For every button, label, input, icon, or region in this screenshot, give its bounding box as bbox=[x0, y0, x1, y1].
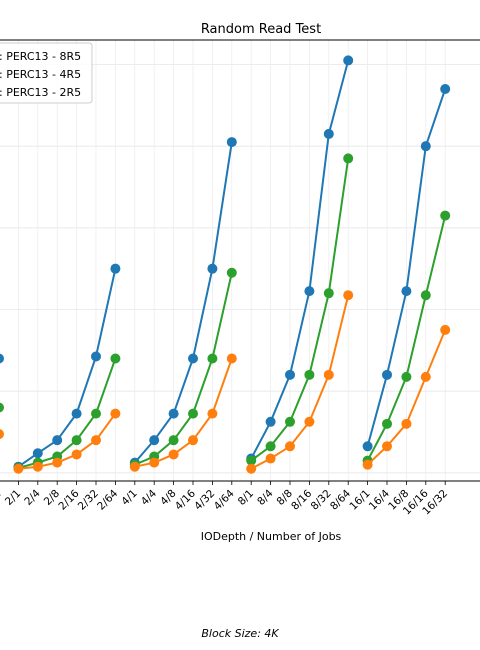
data-point bbox=[168, 449, 179, 460]
legend-label: : PERC13 - 8R5 bbox=[0, 50, 81, 63]
data-point bbox=[343, 55, 354, 66]
data-point bbox=[285, 441, 295, 452]
data-point bbox=[110, 353, 121, 364]
data-point bbox=[0, 429, 4, 439]
data-point bbox=[382, 369, 392, 380]
data-point bbox=[32, 461, 43, 472]
data-point bbox=[91, 351, 101, 362]
data-point bbox=[420, 371, 431, 382]
data-point bbox=[246, 463, 257, 474]
caption: Block Size: 4K bbox=[201, 627, 279, 640]
legend: : PERC13 - 8R5 : PERC13 - 4R5 : PERC13 - 2… bbox=[0, 42, 93, 104]
data-point bbox=[401, 286, 412, 297]
data-point bbox=[207, 353, 218, 364]
data-point bbox=[226, 353, 237, 364]
data-point bbox=[265, 453, 276, 464]
grid bbox=[0, 39, 480, 482]
data-point bbox=[52, 457, 63, 468]
data-point bbox=[323, 128, 334, 139]
data-point bbox=[440, 324, 451, 335]
data-point bbox=[91, 408, 101, 419]
data-point bbox=[71, 449, 82, 460]
data-point bbox=[168, 408, 179, 419]
x-axis-label: IODepth / Number of Jobs bbox=[201, 530, 342, 543]
legend-box bbox=[0, 42, 93, 104]
data-point bbox=[304, 369, 315, 380]
series-line bbox=[250, 60, 350, 460]
data-point bbox=[440, 84, 451, 94]
data-point bbox=[13, 463, 24, 474]
data-point bbox=[71, 435, 82, 446]
data-point bbox=[285, 416, 295, 427]
data-point bbox=[304, 416, 315, 427]
data-point bbox=[168, 435, 179, 446]
data-point bbox=[188, 353, 198, 364]
data-point bbox=[149, 435, 160, 446]
data-point bbox=[304, 286, 315, 297]
data-point bbox=[226, 137, 237, 148]
data-point bbox=[32, 448, 43, 459]
data-point bbox=[110, 408, 121, 419]
data-point bbox=[188, 435, 198, 446]
data-point bbox=[382, 418, 392, 429]
data-point bbox=[207, 263, 218, 274]
chart-title: Random Read Test bbox=[201, 22, 321, 37]
data-point bbox=[440, 210, 451, 221]
data-point bbox=[343, 290, 354, 301]
data-point bbox=[207, 408, 218, 419]
data-point bbox=[401, 418, 412, 429]
data-point bbox=[110, 263, 121, 274]
data-point bbox=[246, 455, 257, 466]
data-point bbox=[226, 267, 237, 278]
data-point bbox=[420, 290, 431, 301]
data-point bbox=[362, 441, 373, 452]
data-point bbox=[401, 371, 412, 382]
data-point bbox=[188, 408, 198, 419]
data-point bbox=[265, 416, 276, 427]
legend-label: : PERC13 - 2R5 bbox=[0, 86, 81, 99]
data-point bbox=[323, 288, 334, 299]
data-point bbox=[149, 457, 160, 468]
data-point bbox=[71, 408, 82, 419]
data-point bbox=[285, 369, 295, 380]
data-point bbox=[362, 459, 373, 470]
data-point bbox=[420, 141, 431, 152]
legend-label: : PERC13 - 4R5 bbox=[0, 68, 81, 81]
plot-area bbox=[0, 55, 451, 474]
data-point bbox=[129, 461, 140, 472]
data-point bbox=[0, 353, 4, 364]
data-point bbox=[343, 153, 354, 164]
data-point bbox=[0, 402, 4, 413]
data-point bbox=[91, 435, 101, 446]
data-point bbox=[382, 441, 392, 452]
data-point bbox=[323, 369, 334, 380]
data-point bbox=[265, 441, 276, 452]
data-point bbox=[52, 435, 63, 446]
